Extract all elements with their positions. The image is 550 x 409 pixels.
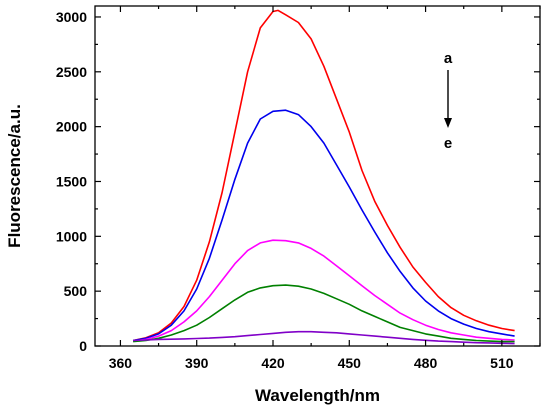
annotation-arrow-head xyxy=(444,118,452,128)
y-tick-label: 0 xyxy=(79,338,87,354)
axis-layer: 360 390 420 450 480 510 0 500 1000 1500 2000 2500 30… xyxy=(56,6,541,371)
y-tick-label: 2500 xyxy=(56,64,87,80)
series-layer xyxy=(132,9,515,345)
y-tick-label: 1500 xyxy=(56,173,87,189)
series-line-4 xyxy=(133,284,515,343)
y-tick-label: 2000 xyxy=(56,119,87,135)
x-tick-label: 450 xyxy=(338,355,362,371)
series-line-1 xyxy=(132,9,515,342)
series-line-2 xyxy=(132,109,515,342)
annotation-bottom-label: e xyxy=(444,135,452,152)
plot-frame xyxy=(94,5,541,347)
series-line-5 xyxy=(133,330,515,345)
x-axis-title: Wavelength/nm xyxy=(255,386,380,405)
annotation-top-label: a xyxy=(444,50,453,67)
x-tick-label: 510 xyxy=(490,355,514,371)
x-tick-label: 420 xyxy=(261,355,285,371)
x-tick-label: 480 xyxy=(414,355,438,371)
y-tick-label: 1000 xyxy=(56,228,87,244)
x-tick-label: 390 xyxy=(185,355,209,371)
y-axis-title: Fluorescence/a.u. xyxy=(5,104,24,248)
y-tick-label: 500 xyxy=(64,283,88,299)
x-tick-label: 360 xyxy=(109,355,133,371)
series-line-3 xyxy=(132,239,515,342)
y-tick-label: 3000 xyxy=(56,9,87,25)
